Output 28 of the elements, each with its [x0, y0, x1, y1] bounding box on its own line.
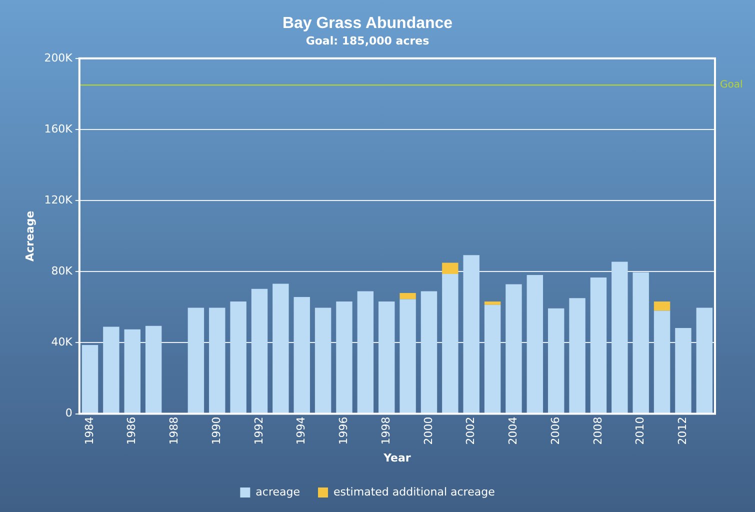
x-tick-label: 1994	[294, 416, 308, 445]
x-axis-title: Year	[382, 451, 412, 464]
y-tick-label: 160K	[44, 122, 74, 136]
y-tick-label: 200K	[44, 51, 74, 64]
x-tick-label: 1998	[379, 416, 392, 445]
chart-subtitle: Goal: 185,000 acres	[306, 34, 430, 48]
x-tick-label: 1988	[168, 416, 181, 445]
legend-label: acreage	[256, 485, 300, 498]
y-axis-title: Acreage	[23, 210, 36, 262]
x-tick-label: 1984	[82, 416, 96, 445]
x-tick-label: 1996	[337, 416, 350, 445]
x-tick-label: 2006	[548, 416, 562, 445]
x-tick-label: 2004	[506, 416, 520, 445]
x-tick-label: 1986	[125, 416, 138, 445]
y-tick-label: 120K	[44, 193, 74, 206]
y-tick-label: 0	[65, 406, 72, 420]
x-tick-label: 2010	[634, 416, 647, 445]
x-tick-label: 2008	[591, 416, 604, 445]
ref-line-label: Goal	[720, 80, 743, 91]
x-tick-label: 2012	[676, 416, 690, 445]
x-tick-label: 2000	[422, 416, 435, 445]
x-tick-label: 1990	[210, 416, 223, 445]
y-tick-label: 40K	[51, 336, 74, 349]
x-tick-label: 1992	[252, 416, 266, 445]
x-tick-label: 2002	[464, 416, 478, 445]
chart-title: Bay Grass Abundance	[282, 15, 453, 32]
y-tick-label: 80K	[51, 264, 74, 278]
legend-label: estimated additional acreage	[333, 485, 496, 498]
